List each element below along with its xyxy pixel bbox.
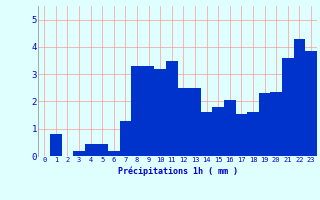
Bar [50,134,61,156]
Bar [189,88,201,156]
Bar [96,144,108,156]
Bar [305,51,317,156]
Bar [247,112,259,156]
Bar [294,39,305,156]
Bar [224,100,236,156]
Bar [131,66,143,156]
Bar [270,92,282,156]
Bar [85,144,96,156]
Bar [201,112,212,156]
Bar [73,151,85,156]
Bar [282,58,294,156]
Bar [236,114,247,156]
Bar [178,88,189,156]
Bar [120,121,131,156]
Bar [155,69,166,156]
Bar [143,66,155,156]
Bar [108,151,120,156]
Bar [212,107,224,156]
X-axis label: Précipitations 1h ( mm ): Précipitations 1h ( mm ) [118,166,238,176]
Bar [259,93,270,156]
Bar [166,61,178,156]
